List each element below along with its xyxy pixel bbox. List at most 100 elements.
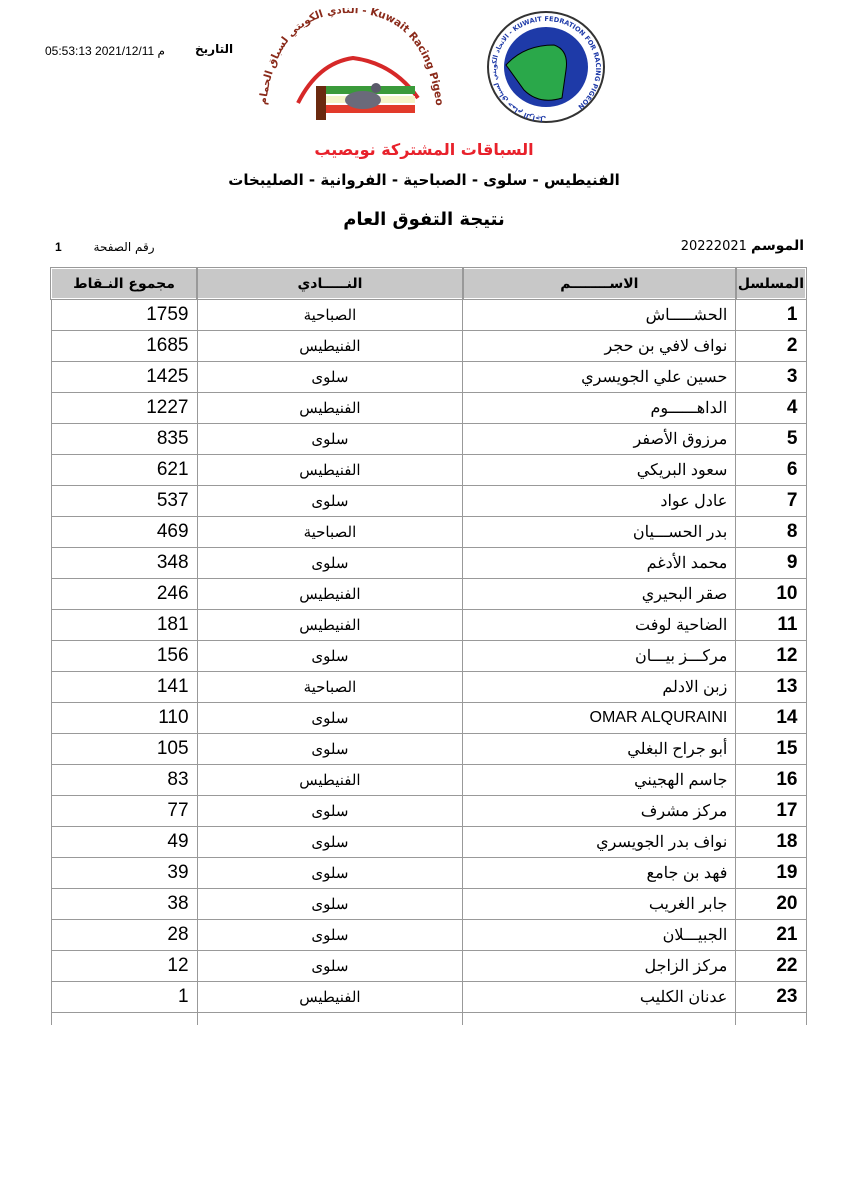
club-cell: سلوى: [196, 888, 464, 920]
name-cell: أبو جراح البغلي: [462, 733, 737, 765]
club-cell: الفنيطيس: [196, 454, 464, 486]
empty-cell: [50, 1012, 198, 1025]
table-row: 20 جابر الغريب سلوى 38: [50, 888, 807, 920]
name-cell: مركز الزاجل: [462, 950, 737, 982]
serial-cell: 13: [735, 671, 807, 703]
table-row: 6 سعود البريكي الفنيطيس 621: [50, 454, 807, 486]
name-cell: الداهــــــوم: [462, 392, 737, 424]
points-cell: 1759: [50, 299, 198, 331]
serial-cell: 23: [735, 981, 807, 1013]
club-cell: الفنيطيس: [196, 330, 464, 362]
club-cell: سلوى: [196, 640, 464, 672]
club-cell: سلوى: [196, 547, 464, 579]
club-cell: الفنيطيس: [196, 578, 464, 610]
points-cell: 835: [50, 423, 198, 455]
serial-cell: 15: [735, 733, 807, 765]
table-tail: [50, 1012, 807, 1025]
col-club: النـــــادي: [196, 267, 464, 300]
name-cell: OMAR ALQURAINI: [462, 702, 737, 734]
table-row: 22 مركز الزاجل سلوى 12: [50, 950, 807, 982]
club-cell: الفنيطيس: [196, 981, 464, 1013]
points-cell: 110: [50, 702, 198, 734]
serial-cell: 4: [735, 392, 807, 424]
table-row: 16 جاسم الهجيني الفنيطيس 83: [50, 764, 807, 796]
points-cell: 141: [50, 671, 198, 703]
points-cell: 28: [50, 919, 198, 951]
table-row: 7 عادل عواد سلوى 537: [50, 485, 807, 517]
club-cell: الفنيطيس: [196, 764, 464, 796]
serial-cell: 20: [735, 888, 807, 920]
table-row: 9 محمد الأدغم سلوى 348: [50, 547, 807, 579]
table-row: 13 زبن الادلم الصباحية 141: [50, 671, 807, 703]
main-title: نتيجة التفوق العام: [343, 209, 505, 230]
table-row: 17 مركز مشرف سلوى 77: [50, 795, 807, 827]
empty-cell: [462, 1012, 737, 1025]
print-date: 05:53:13 2021/12/11 م: [45, 44, 165, 58]
col-points: مجموع النـقاط: [49, 267, 199, 300]
date-label: التاريخ: [195, 42, 234, 56]
name-cell: جابر الغريب: [462, 888, 737, 920]
table-row: 4 الداهــــــوم الفنيطيس 1227: [50, 392, 807, 424]
club-cell: سلوى: [196, 485, 464, 517]
points-cell: 156: [50, 640, 198, 672]
table-row: 5 مرزوق الأصفر سلوى 835: [50, 423, 807, 455]
serial-cell: 16: [735, 764, 807, 796]
points-cell: 38: [50, 888, 198, 920]
name-cell: بدر الحســـيان: [462, 516, 737, 548]
name-cell: الحشـــــاش: [462, 299, 737, 331]
name-cell: عدنان الكليب: [462, 981, 737, 1013]
empty-cell: [196, 1012, 464, 1025]
name-cell: صقر البحيري: [462, 578, 737, 610]
serial-cell: 9: [735, 547, 807, 579]
table-row: 3 حسين علي الجويسري سلوى 1425: [50, 361, 807, 393]
serial-cell: 14: [735, 702, 807, 734]
name-cell: مركـــز بيـــان: [462, 640, 737, 672]
season: الموسم 20222021: [681, 238, 804, 254]
col-name: الاســــــــم: [461, 267, 737, 300]
name-cell: مركز مشرف: [462, 795, 737, 827]
serial-cell: 7: [735, 485, 807, 517]
race-title: السباقات المشتركة نويصيب: [314, 140, 534, 159]
serial-cell: 19: [735, 857, 807, 889]
name-cell: محمد الأدغم: [462, 547, 737, 579]
serial-cell: 6: [735, 454, 807, 486]
table-row: 23 عدنان الكليب الفنيطيس 1: [50, 981, 807, 1013]
club-cell: سلوى: [196, 950, 464, 982]
table-row: 10 صقر البحيري الفنيطيس 246: [50, 578, 807, 610]
table-row: 8 بدر الحســـيان الصباحية 469: [50, 516, 807, 548]
name-cell: سعود البريكي: [462, 454, 737, 486]
name-cell: مرزوق الأصفر: [462, 423, 737, 455]
points-cell: 39: [50, 857, 198, 889]
name-cell: فهد بن جامع: [462, 857, 737, 889]
club-cell: سلوى: [196, 795, 464, 827]
name-cell: حسين علي الجويسري: [462, 361, 737, 393]
points-cell: 49: [50, 826, 198, 858]
club-cell: سلوى: [196, 826, 464, 858]
club-cell: سلوى: [196, 919, 464, 951]
points-cell: 77: [50, 795, 198, 827]
season-label: الموسم: [751, 238, 804, 254]
serial-cell: 12: [735, 640, 807, 672]
points-cell: 348: [50, 547, 198, 579]
table-row: 14 OMAR ALQURAINI سلوى 110: [50, 702, 807, 734]
table-row: 12 مركـــز بيـــان سلوى 156: [50, 640, 807, 672]
club-cell: الفنيطيس: [196, 392, 464, 424]
points-cell: 12: [50, 950, 198, 982]
serial-cell: 21: [735, 919, 807, 951]
table-row: 1 الحشـــــاش الصباحية 1759: [50, 299, 807, 331]
points-cell: 1425: [50, 361, 198, 393]
name-cell: الجبيـــلان: [462, 919, 737, 951]
points-cell: 181: [50, 609, 198, 641]
serial-cell: 17: [735, 795, 807, 827]
serial-cell: 11: [735, 609, 807, 641]
col-serial: المسلسل: [734, 267, 808, 300]
serial-cell: 1: [735, 299, 807, 331]
points-cell: 83: [50, 764, 198, 796]
page-number: رقم الصفحة 1: [55, 240, 155, 254]
name-cell: زبن الادلم: [462, 671, 737, 703]
federation-logo: الاتحاد الكويتي لسباق حمام الزاجل - KUWA…: [487, 11, 605, 123]
name-cell: الضاحية لوفت: [462, 609, 737, 641]
club-cell: الصباحية: [196, 516, 464, 548]
name-cell: عادل عواد: [462, 485, 737, 517]
